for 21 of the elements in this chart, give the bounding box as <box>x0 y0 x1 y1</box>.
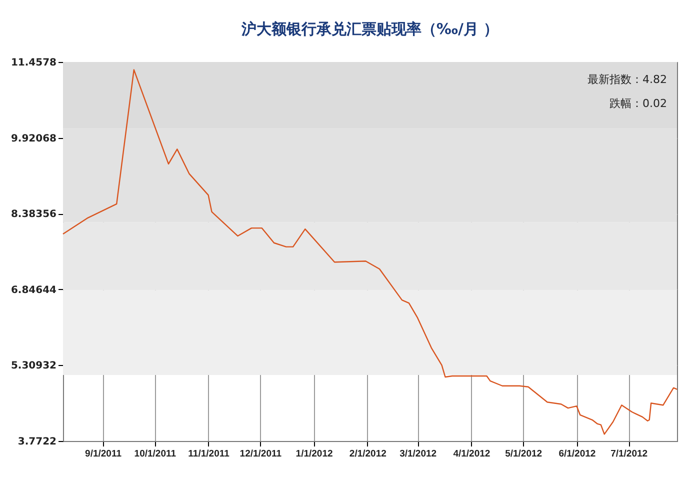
x-tick-label: 9/1/2011 <box>85 448 122 460</box>
y-tick-label: 5.30932 <box>10 360 57 372</box>
x-tick-label: 10/1/2011 <box>134 448 177 460</box>
x-tick-label: 6/1/2012 <box>558 448 596 460</box>
x-tick-label: 2/1/2012 <box>349 448 386 460</box>
x-tick-label: 3/1/2012 <box>400 448 437 460</box>
x-tick-label: 11/1/2011 <box>188 448 230 460</box>
x-tick-label: 1/1/2012 <box>296 448 333 460</box>
x-tick-label: 4/1/2012 <box>453 448 490 460</box>
y-tick-label: 3.7722 <box>18 436 57 448</box>
line-series <box>62 69 678 435</box>
y-tick-label: 9.92068 <box>10 133 57 144</box>
x-tick-label: 7/1/2012 <box>610 448 648 460</box>
x-tick-label: 12/1/2011 <box>240 448 282 460</box>
y-tick-label: 6.84644 <box>10 284 57 296</box>
y-tick-label: 11.4578 <box>10 58 57 68</box>
y-tick-label: 8.38356 <box>10 209 57 220</box>
annotation: 最新指数：4.82 <box>588 73 667 86</box>
annotation: 跌幅：0.02 <box>610 97 667 110</box>
x-tick-label: 5/1/2012 <box>505 448 542 460</box>
chart-title: 沪大额银行承兑汇票贴现率（‰/月 ） <box>240 20 499 38</box>
